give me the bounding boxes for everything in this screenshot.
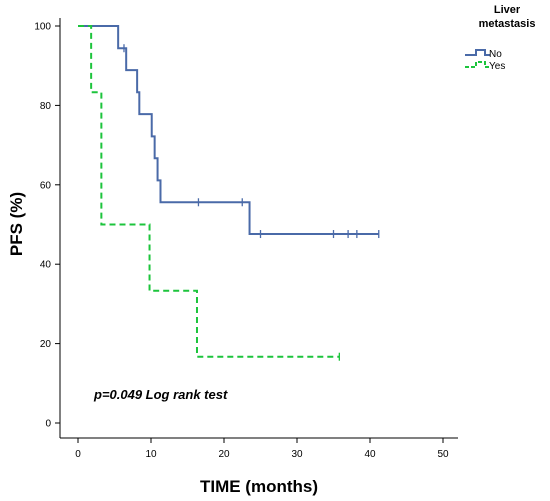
x-tick-label: 0 (75, 449, 81, 460)
x-tick-label: 50 (437, 449, 449, 460)
legend-swatch-yes (465, 61, 490, 68)
y-tick-label: 80 (40, 101, 52, 112)
x-axis-title: TIME (months) (200, 477, 318, 496)
y-tick-label: 40 (40, 260, 52, 271)
legend-title-line-1: Liver (494, 4, 521, 16)
series-line-yes (78, 25, 340, 358)
x-tick-label: 40 (364, 449, 376, 460)
x-tick-label: 10 (145, 449, 157, 460)
y-tick-label: 20 (40, 339, 52, 350)
x-tick-label: 30 (291, 449, 303, 460)
legend-label-no: No (489, 49, 502, 60)
legend-label-yes: Yes (489, 61, 505, 72)
y-ticks: 0 20 40 60 80 100 (34, 22, 60, 430)
series-line-no (78, 25, 379, 236)
annotation-pvalue: p=0.049 Log rank test (93, 387, 228, 402)
legend-title-line-2: metastasis (479, 18, 536, 30)
legend-swatch-no (465, 49, 490, 56)
x-tick-label: 20 (218, 449, 230, 460)
chart-axes (59, 18, 458, 439)
x-ticks: 0 10 20 30 40 50 (75, 438, 449, 460)
y-tick-label: 60 (40, 180, 52, 191)
series-layer (78, 25, 380, 361)
y-tick-label: 100 (34, 22, 51, 33)
y-tick-label: 0 (45, 419, 51, 430)
y-axis-title: PFS (%) (7, 192, 26, 256)
